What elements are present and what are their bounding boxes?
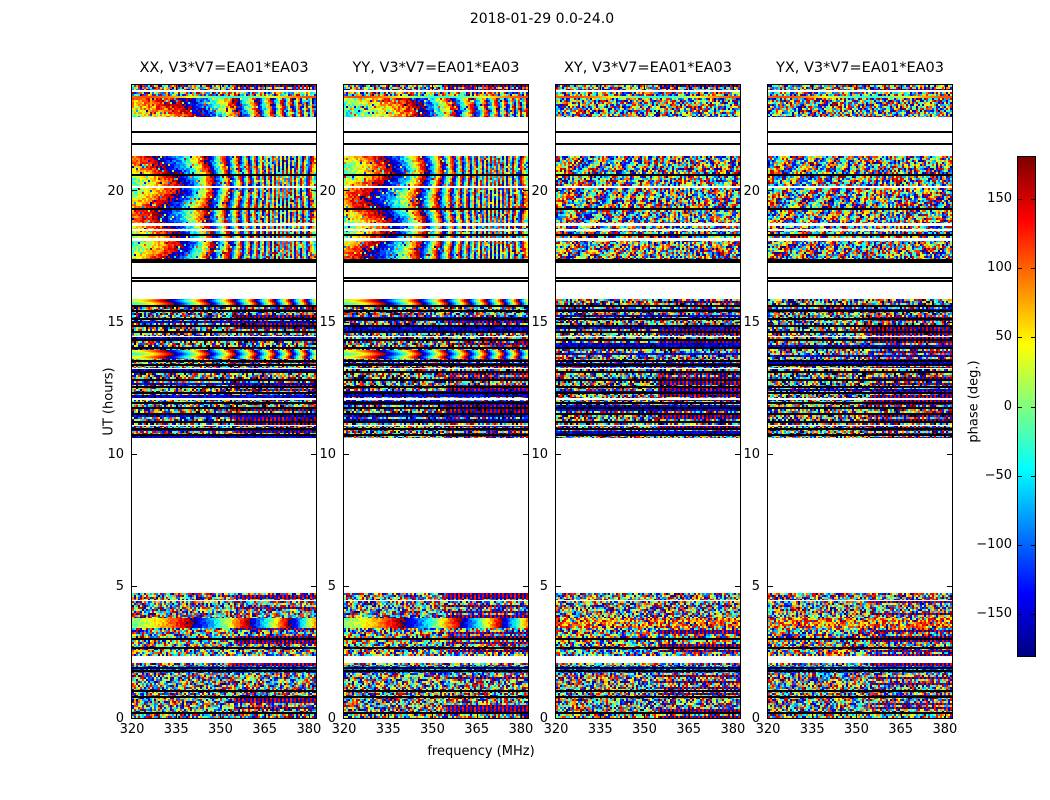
y-tick-label: 20 [319, 183, 336, 199]
panel-title-yy: YY, V3*V7=EA01*EA03 [352, 60, 520, 76]
y-tick-label: 15 [319, 315, 336, 331]
colorbar-tick-label: 0 [1003, 399, 1012, 414]
x-tick-label: 380 [932, 722, 958, 737]
panel-xx [131, 84, 317, 719]
y-tick-label: 20 [107, 183, 124, 199]
y-tick-label: 10 [531, 447, 548, 463]
colorbar-tick-label: 50 [995, 329, 1012, 344]
colorbar [1017, 156, 1036, 657]
y-tick-label: 0 [751, 711, 760, 726]
colorbar-label: phase (deg.) [966, 360, 982, 443]
x-tick-label: 320 [119, 722, 145, 737]
y-tick-label: 5 [539, 579, 548, 595]
y-tick-label: 0 [539, 711, 548, 726]
x-tick-label: 380 [720, 722, 746, 737]
y-axis-label: UT (hours) [101, 367, 117, 436]
x-tick-label: 320 [543, 722, 569, 737]
y-tick-label: 5 [115, 579, 124, 595]
y-tick-label: 5 [327, 579, 336, 595]
x-tick-label: 335 [799, 722, 825, 737]
x-tick-label: 335 [163, 722, 189, 737]
y-tick-label: 10 [319, 447, 336, 463]
x-tick-label: 365 [888, 722, 914, 737]
panel-xy [555, 84, 741, 719]
x-tick-label: 320 [331, 722, 357, 737]
colorbar-tick-label: 100 [987, 260, 1012, 275]
heatmap-canvas-yx [768, 85, 952, 718]
x-tick-label: 365 [676, 722, 702, 737]
y-tick-label: 0 [115, 711, 124, 726]
y-tick-label: 20 [531, 183, 548, 199]
y-tick-label: 20 [743, 183, 760, 199]
x-tick-label: 365 [252, 722, 278, 737]
colorbar-tick-label: −100 [976, 537, 1012, 552]
x-tick-label: 380 [296, 722, 322, 737]
y-tick-label: 15 [743, 315, 760, 331]
colorbar-tick-label: −50 [984, 468, 1012, 483]
x-tick-label: 335 [587, 722, 613, 737]
x-tick-label: 365 [464, 722, 490, 737]
y-tick-label: 10 [107, 447, 124, 463]
heatmap-canvas-xy [556, 85, 740, 718]
x-tick-label: 380 [508, 722, 534, 737]
y-tick-label: 15 [531, 315, 548, 331]
panel-yx [767, 84, 953, 719]
panel-title-xx: XX, V3*V7=EA01*EA03 [139, 60, 309, 76]
heatmap-canvas-xx [132, 85, 316, 718]
y-tick-label: 15 [107, 315, 124, 331]
x-tick-label: 350 [844, 722, 869, 737]
colorbar-tick-label: 150 [987, 191, 1012, 206]
figure-title: 2018-01-29 0.0-24.0 [469, 11, 615, 27]
panel-title-xy: XY, V3*V7=EA01*EA03 [563, 60, 732, 76]
y-tick-label: 0 [327, 711, 336, 726]
y-tick-label: 5 [751, 579, 760, 595]
x-tick-label: 350 [632, 722, 657, 737]
colorbar-canvas [1018, 157, 1035, 656]
heatmap-canvas-yy [344, 85, 528, 718]
x-tick-label: 350 [208, 722, 233, 737]
x-tick-label: 320 [755, 722, 781, 737]
panel-yy [343, 84, 529, 719]
colorbar-tick-label: −150 [976, 606, 1012, 621]
panel-title-yx: YX, V3*V7=EA01*EA03 [775, 60, 944, 76]
y-tick-label: 10 [743, 447, 760, 463]
x-tick-label: 335 [375, 722, 401, 737]
x-axis-label: frequency (MHz) [427, 744, 535, 759]
x-tick-label: 350 [420, 722, 445, 737]
